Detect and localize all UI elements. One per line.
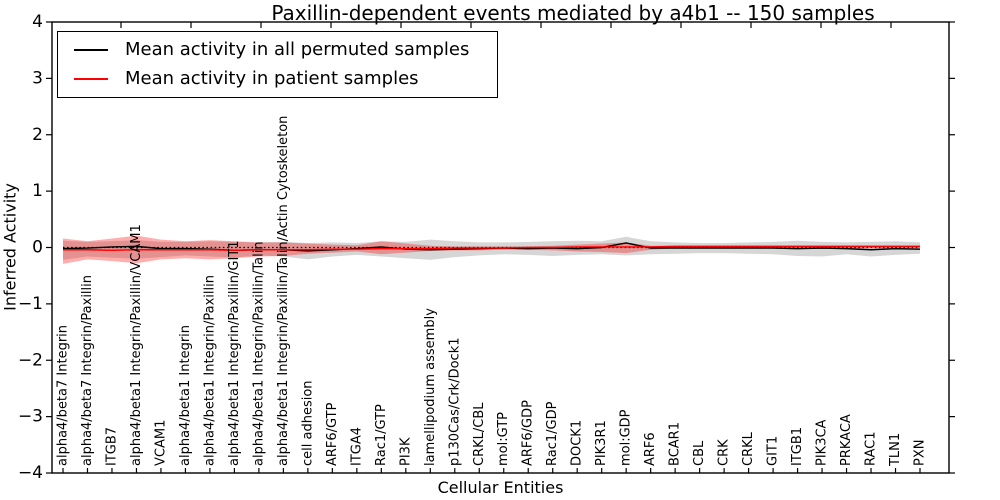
permuted-line-sample	[74, 49, 108, 52]
chart-title: Paxillin-dependent events mediated by a4…	[271, 1, 875, 25]
x-tick-label: Rac1/GTP	[374, 404, 389, 466]
x-tick-label: Rac1/GDP	[545, 401, 560, 466]
y-tick-label: 2	[32, 125, 43, 145]
y-tick-label: −3	[18, 407, 43, 427]
x-tick-label: alpha4/beta1 Integrin/Paxillin/Talin/Act…	[276, 116, 291, 466]
y-tick-label: 1	[32, 181, 43, 201]
legend-label-patient: Mean activity in patient samples	[125, 67, 419, 89]
legend: Mean activity in all permuted samples Me…	[57, 31, 498, 98]
x-tick-label: ARF6/GDP	[521, 400, 536, 466]
x-tick-label: PXN	[913, 440, 928, 466]
x-tick-label: PRKACA	[839, 414, 854, 466]
x-tick-label: alpha4/beta1 Integrin	[178, 325, 193, 466]
x-tick-label: ARF6/GTP	[325, 402, 340, 466]
x-tick-label: DOCK1	[570, 420, 585, 466]
legend-item-permuted: Mean activity in all permuted samples	[58, 40, 497, 60]
x-tick-label: GIT1	[766, 436, 781, 466]
y-tick-label: 0	[32, 238, 43, 258]
x-tick-label: alpha4/beta1 Integrin/Paxillin/VCAM1	[129, 224, 144, 466]
legend-item-patient: Mean activity in patient samples	[58, 67, 497, 89]
x-tick-label: p130Cas/Crk/Dock1	[447, 337, 462, 466]
x-tick-label: CRK	[717, 439, 732, 466]
y-tick-label: −4	[18, 463, 43, 483]
x-tick-label: PI3K	[398, 437, 413, 466]
x-tick-label: alpha4/beta1 Integrin/Paxillin	[202, 275, 217, 466]
x-tick-label: RAC1	[864, 431, 879, 466]
x-tick-label: CRKL/CBL	[472, 402, 487, 466]
x-tick-label: PIK3CA	[815, 419, 830, 466]
x-tick-label: BCAR1	[668, 422, 683, 466]
y-tick-label: 4	[32, 12, 43, 32]
x-tick-label: CBL	[692, 440, 707, 466]
x-tick-label: alpha4/beta1 Integrin/Paxillin/GIT1	[227, 240, 242, 466]
x-tick-label: TLN1	[888, 433, 903, 467]
mean-patient-line	[63, 245, 920, 252]
x-tick-label: alpha4/beta1 Integrin/Paxillin/Talin	[251, 241, 266, 466]
x-axis-label: Cellular Entities	[437, 478, 564, 497]
x-tick-label: mol:GTP	[496, 412, 511, 466]
patient-std-band	[63, 235, 920, 264]
x-tick-label: ITGA4	[349, 427, 364, 466]
legend-label-permuted: Mean activity in all permuted samples	[125, 39, 470, 61]
x-tick-label: alpha4/beta7 Integrin	[56, 325, 71, 466]
y-tick-label: −2	[18, 350, 43, 370]
x-tick-label: ARF6	[643, 432, 658, 466]
x-tick-label: ITGB7	[104, 427, 119, 466]
x-tick-label: CRKL	[741, 431, 756, 466]
x-tick-label: VCAM1	[153, 420, 168, 466]
x-tick-label: PIK3R1	[594, 420, 609, 466]
y-tick-label: −1	[18, 294, 43, 314]
patient-line-sample	[74, 77, 108, 80]
x-tick-label: ITGB1	[790, 427, 805, 466]
y-tick-label: 3	[32, 68, 43, 88]
x-tick-label: lamellipodium assembly	[423, 308, 438, 466]
x-tick-label: cell adhesion	[300, 380, 315, 466]
x-tick-label: alpha4/beta7 Integrin/Paxillin	[80, 275, 95, 466]
x-tick-label: mol:GDP	[619, 409, 634, 466]
